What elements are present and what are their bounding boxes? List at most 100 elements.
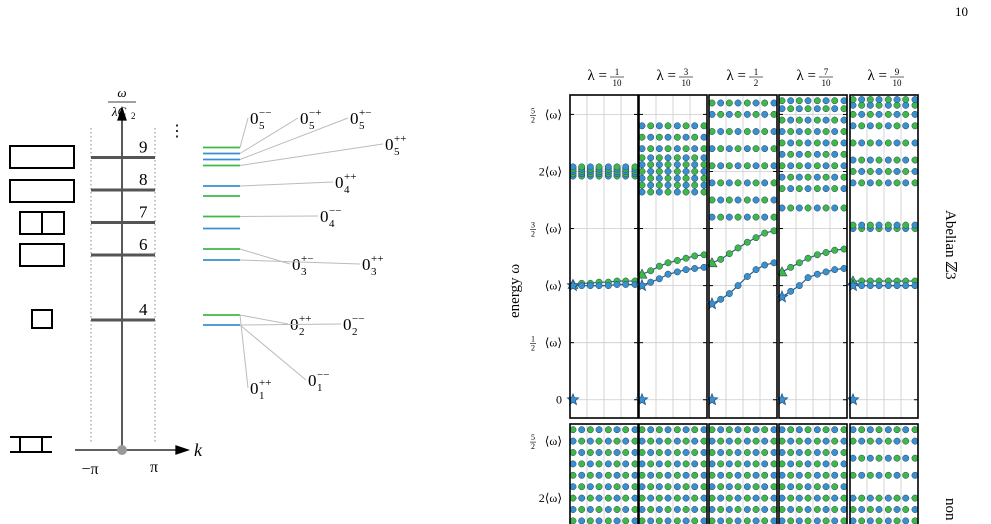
level-point bbox=[787, 185, 795, 193]
level-point bbox=[866, 96, 874, 104]
y-tick-den: 2 bbox=[531, 230, 535, 239]
level-point bbox=[795, 517, 803, 524]
level-point bbox=[831, 150, 839, 158]
level-point bbox=[655, 145, 663, 153]
level-point bbox=[795, 506, 803, 513]
level-point bbox=[673, 161, 681, 169]
level-point bbox=[734, 494, 742, 502]
state-sup: ++ bbox=[259, 377, 271, 389]
level-point bbox=[866, 101, 874, 109]
level-point bbox=[734, 426, 742, 434]
y-tick-num: 3 bbox=[531, 221, 535, 230]
level-point bbox=[787, 162, 795, 170]
level-point bbox=[813, 139, 821, 147]
state-sup: +− bbox=[359, 107, 371, 119]
level-point bbox=[813, 494, 821, 502]
level-point bbox=[804, 449, 812, 456]
state-sub: 2 bbox=[299, 326, 305, 338]
level-point bbox=[831, 517, 839, 524]
level-point bbox=[673, 145, 681, 153]
state-base: 0 bbox=[362, 255, 371, 274]
level-point bbox=[664, 449, 672, 456]
level-point bbox=[717, 99, 725, 107]
star-point bbox=[846, 278, 860, 292]
band-point bbox=[647, 267, 655, 275]
level-point bbox=[595, 483, 603, 491]
level-point bbox=[673, 494, 681, 502]
band-point bbox=[595, 282, 603, 290]
level-point bbox=[813, 150, 821, 158]
level-point bbox=[866, 426, 874, 434]
level-point bbox=[752, 517, 760, 524]
level-point bbox=[893, 122, 901, 130]
level-point bbox=[664, 168, 672, 175]
level-point bbox=[893, 437, 901, 445]
level-point bbox=[673, 133, 681, 141]
level-point bbox=[691, 133, 699, 141]
level-point bbox=[813, 204, 821, 212]
level-point bbox=[673, 154, 681, 162]
level-point bbox=[743, 179, 751, 187]
level-point bbox=[795, 494, 803, 502]
band-point bbox=[655, 262, 663, 270]
band-point bbox=[752, 234, 760, 242]
level-point bbox=[578, 449, 586, 456]
state-sub: 4 bbox=[329, 218, 335, 230]
level-point bbox=[655, 483, 663, 491]
level-point bbox=[813, 185, 821, 193]
level-point bbox=[884, 454, 892, 462]
level-point bbox=[822, 483, 830, 491]
level-point bbox=[761, 471, 769, 479]
level-point bbox=[734, 196, 742, 204]
level-point bbox=[875, 506, 883, 513]
level-point bbox=[752, 213, 760, 221]
panel-frame bbox=[708, 423, 778, 524]
level-point bbox=[655, 426, 663, 434]
level-point bbox=[655, 188, 663, 196]
level-point bbox=[691, 174, 699, 182]
level-point bbox=[682, 460, 690, 468]
level-point bbox=[875, 156, 883, 164]
axis-num: ω bbox=[117, 85, 126, 100]
level-point bbox=[884, 96, 892, 104]
lambda-prefix: λ = bbox=[797, 68, 816, 84]
level-point bbox=[613, 517, 621, 524]
state-sup: ++ bbox=[394, 133, 406, 145]
level-label: 8 bbox=[139, 170, 148, 189]
level-point bbox=[858, 437, 866, 445]
level-point bbox=[655, 154, 663, 162]
level-point bbox=[717, 110, 725, 118]
level-point bbox=[604, 449, 612, 456]
level-point bbox=[743, 471, 751, 479]
level-point bbox=[866, 454, 874, 462]
level-point bbox=[647, 483, 655, 491]
level-point bbox=[578, 506, 586, 513]
level-point bbox=[647, 460, 655, 468]
level-point bbox=[647, 494, 655, 502]
level-point bbox=[664, 161, 672, 169]
level-point bbox=[813, 105, 821, 113]
level-point bbox=[787, 139, 795, 147]
y-tick-num: 5 bbox=[531, 433, 535, 442]
lambda-num: 7 bbox=[824, 67, 829, 77]
band-point bbox=[691, 265, 699, 272]
level-point bbox=[743, 162, 751, 170]
fan-line bbox=[239, 324, 307, 381]
state-base: 0 bbox=[292, 255, 301, 274]
level-point bbox=[647, 188, 655, 196]
y-tick-den: 2 bbox=[531, 442, 535, 451]
level-point bbox=[691, 168, 699, 175]
level-point bbox=[884, 221, 892, 229]
level-point bbox=[866, 506, 874, 513]
level-point bbox=[822, 173, 830, 181]
panel-frame bbox=[778, 423, 848, 524]
level-point bbox=[673, 483, 681, 491]
level-point bbox=[822, 517, 830, 524]
level-point bbox=[743, 128, 751, 135]
level-point bbox=[595, 449, 603, 456]
level-point bbox=[752, 460, 760, 468]
level-point bbox=[682, 174, 690, 182]
level-point bbox=[664, 494, 672, 502]
level-point bbox=[893, 494, 901, 502]
level-point bbox=[822, 449, 830, 456]
